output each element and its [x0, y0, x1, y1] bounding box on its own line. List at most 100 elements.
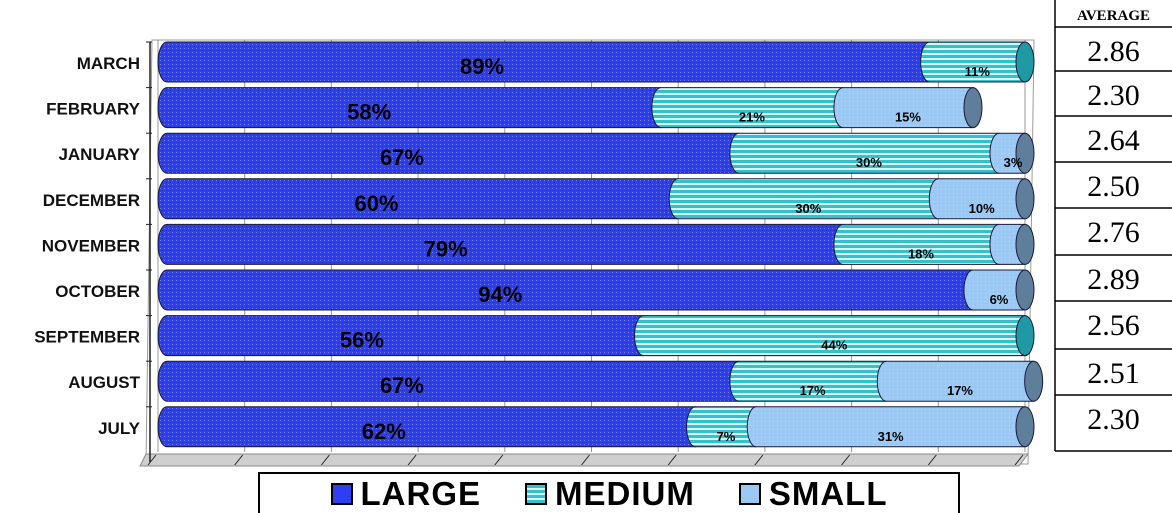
- average-table-header: AVERAGE: [1077, 8, 1150, 24]
- legend: LARGE MEDIUM SMALL: [258, 472, 960, 513]
- bar-row: 67% 17% 17%: [157, 360, 1044, 402]
- floor-tick: [927, 454, 937, 466]
- floor-tick: [841, 454, 850, 466]
- data-label-small: 31%: [878, 429, 904, 444]
- category-label: DECEMBER: [43, 191, 140, 210]
- category-label: JULY: [98, 419, 141, 438]
- bar-end-cap: [1024, 360, 1044, 402]
- legend-label-small: SMALL: [768, 474, 888, 512]
- large-swatch-icon: [330, 482, 353, 505]
- bar-end-cap: [1015, 178, 1035, 220]
- bar-row: 89% 11%: [157, 41, 1035, 83]
- floor-tick: [581, 454, 590, 466]
- average-value: 2.51: [1087, 357, 1140, 390]
- bar-segment-medium: [833, 223, 1000, 265]
- chart-floor-plane: [139, 453, 1029, 467]
- bar-segment-large: [157, 406, 697, 448]
- data-label-medium: 30%: [795, 201, 821, 216]
- bar-row: 56% 44%: [157, 315, 1035, 357]
- bar-end-cap: [1015, 406, 1035, 448]
- bar-segment-medium: [920, 41, 1026, 83]
- legend-item-medium: MEDIUM: [525, 475, 695, 513]
- legend-item-small: SMALL: [738, 474, 888, 513]
- data-label-medium: 11%: [965, 64, 991, 79]
- data-label-large: 94%: [478, 282, 522, 307]
- category-label: OCTOBER: [55, 282, 140, 301]
- bar-segment-large: [157, 269, 974, 311]
- bar-segment-large: [157, 132, 740, 174]
- floor-tick: [147, 454, 157, 466]
- data-label-small: 6%: [990, 292, 1009, 307]
- category-label: AUGUST: [68, 373, 140, 392]
- bar-row: 79% 18%: [157, 223, 1035, 265]
- average-value: 2.76: [1087, 216, 1140, 249]
- bar-segment-large: [157, 315, 645, 357]
- category-label: MARCH: [77, 54, 140, 73]
- data-label-small: 3%: [1004, 155, 1023, 170]
- floor-tick: [754, 454, 764, 466]
- bar-segment-small: [833, 87, 974, 129]
- floor-tick: [407, 454, 417, 466]
- average-value: 2.50: [1087, 170, 1140, 203]
- bar-segment-large: [157, 178, 679, 220]
- bar-row: 67% 30% 3%: [157, 132, 1035, 174]
- bar-segment-small: [963, 269, 1026, 311]
- data-label-medium: 30%: [856, 155, 882, 170]
- bar-row: 62% 7% 31%: [157, 406, 1035, 448]
- bar-end-cap: [963, 87, 983, 129]
- category-labels: MARCH FEBRUARY JANUARY DECEMBER NOVEMBER OCTO…: [34, 41, 152, 438]
- bar-segment-small: [876, 360, 1035, 402]
- average-value: 2.30: [1087, 403, 1140, 436]
- medium-swatch-icon: [525, 482, 547, 505]
- data-label-large: 56%: [340, 328, 384, 353]
- bars: 89% 11% 58% 21% 15% 67% 30% 3% 60% 30% 10% 79% 18% 94…: [157, 41, 1044, 448]
- floor-tick: [494, 454, 504, 466]
- average-value: 2.56: [1087, 309, 1140, 342]
- bar-segment-medium: [729, 360, 887, 402]
- floor-tick: [667, 454, 677, 466]
- bar-segment-large: [157, 360, 740, 402]
- bar-end-cap: [1015, 132, 1035, 174]
- category-label: JANUARY: [58, 145, 140, 164]
- average-table-bg: [1055, 0, 1172, 451]
- data-label-medium: 17%: [800, 383, 826, 398]
- data-label-large: 67%: [380, 145, 424, 170]
- data-label-large: 60%: [354, 191, 398, 216]
- average-value: 2.89: [1087, 263, 1140, 296]
- bar-end-cap: [1015, 223, 1035, 265]
- data-label-large: 79%: [424, 236, 468, 261]
- bar-segment-small: [746, 406, 1026, 448]
- bar-segment-small: [989, 223, 1026, 265]
- bar-segment-medium: [651, 87, 844, 129]
- data-label-medium: 44%: [821, 338, 847, 353]
- bar-end-cap: [1015, 41, 1035, 83]
- bar-row: 58% 21% 15%: [157, 87, 983, 129]
- bar-end-cap: [1015, 315, 1035, 357]
- small-swatch-icon: [738, 482, 761, 505]
- bar-segment-small: [989, 132, 1026, 174]
- legend-item-large: LARGE: [330, 474, 482, 513]
- legend-label-medium: MEDIUM: [555, 474, 695, 512]
- data-label-medium: 21%: [739, 110, 765, 125]
- floor-tick: [234, 454, 244, 466]
- bar-row: 94% 6%: [157, 269, 1035, 311]
- floor-tick: [1014, 454, 1024, 466]
- bar-segment-large: [157, 87, 662, 129]
- bar-end-cap: [1015, 269, 1035, 311]
- average-value: 2.86: [1087, 35, 1140, 68]
- average-table: AVERAGE 2.86 2.30 2.64 2.50 2.76 2.89 2.56 2.51 2…: [1054, 0, 1172, 452]
- floor-tick: [321, 454, 330, 466]
- category-label: SEPTEMBER: [34, 328, 140, 347]
- data-label-small: 15%: [895, 110, 921, 125]
- data-label-small: 17%: [947, 383, 973, 398]
- data-label-large: 58%: [347, 100, 391, 125]
- bar-segment-large: [157, 41, 931, 83]
- average-value: 2.64: [1087, 124, 1140, 157]
- category-label: FEBRUARY: [46, 100, 140, 119]
- data-label-large: 89%: [460, 54, 504, 79]
- bar-segment-medium: [729, 132, 1000, 174]
- bar-segment-medium: [668, 178, 939, 220]
- legend-label-large: LARGE: [360, 474, 481, 512]
- data-label-small: 10%: [969, 201, 995, 216]
